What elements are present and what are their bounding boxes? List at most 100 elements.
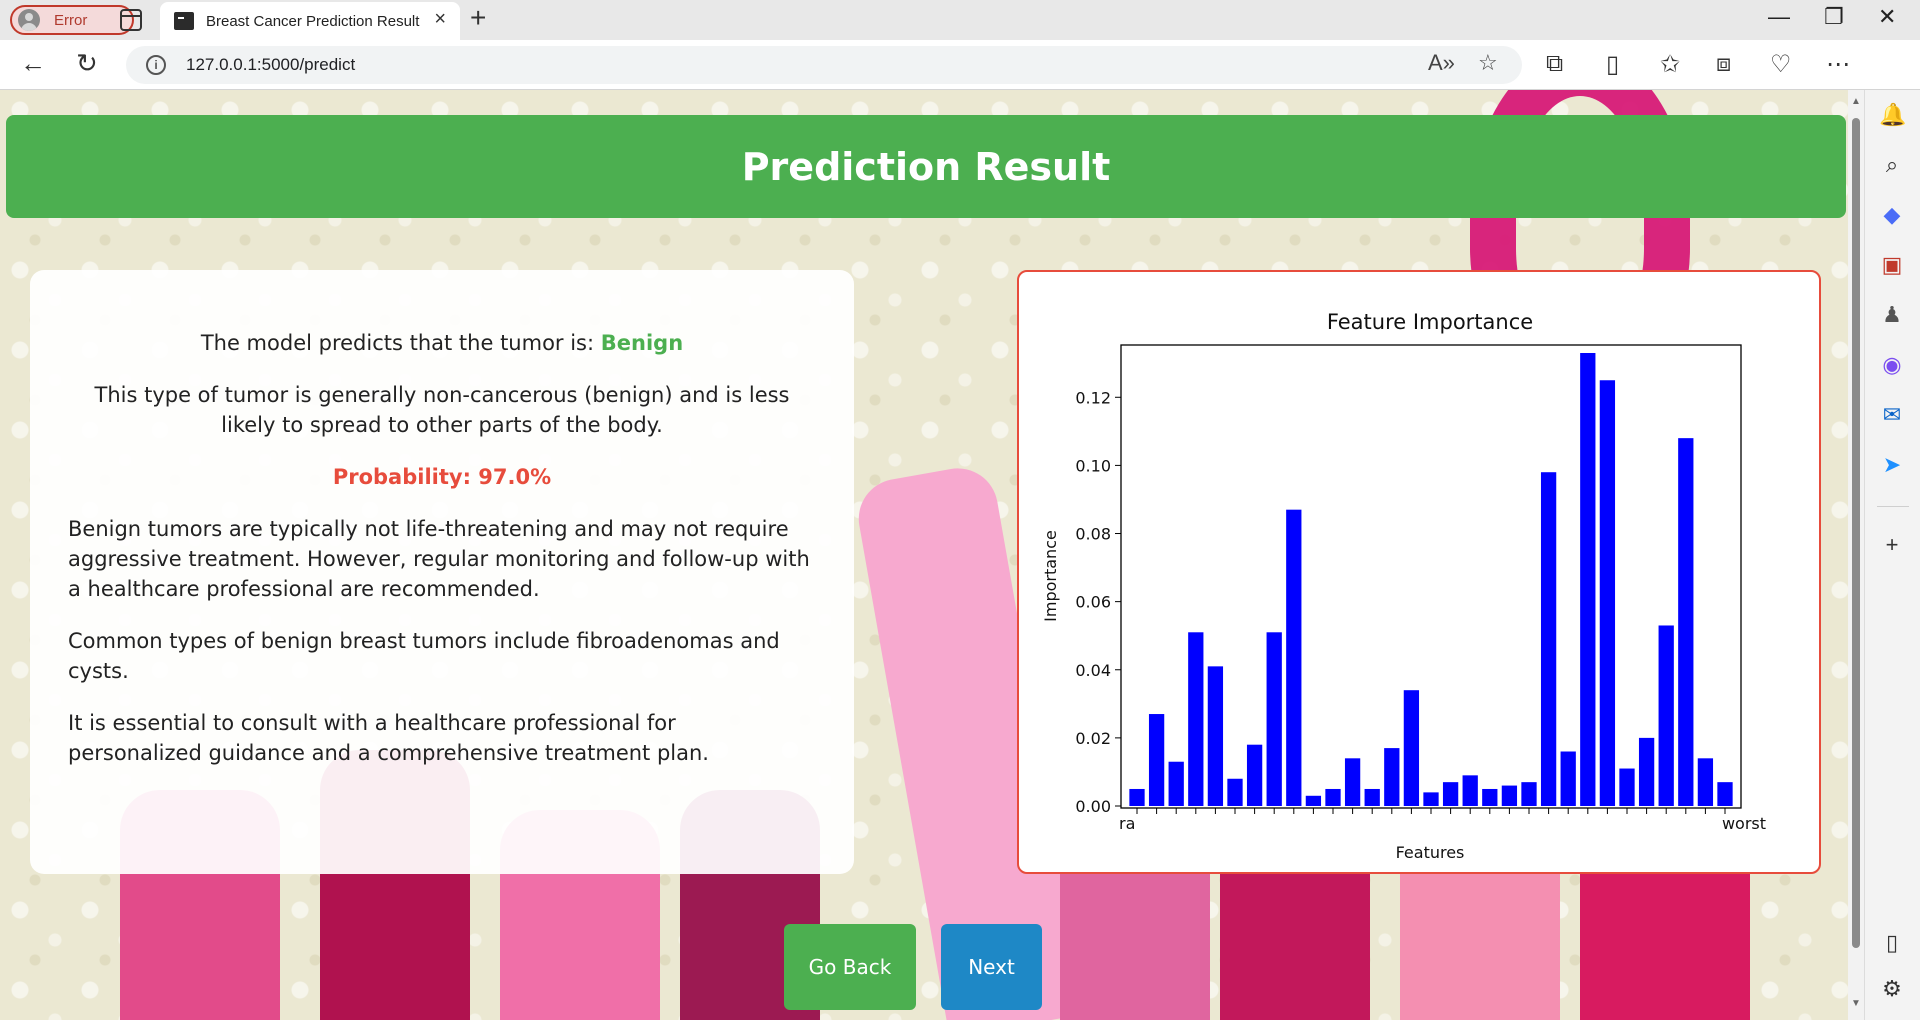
- tab-actions-icon[interactable]: [120, 9, 142, 31]
- y-tick-label: 0.10: [1075, 456, 1111, 475]
- bar: [1344, 758, 1361, 806]
- scroll-down-icon[interactable]: ▼: [1851, 998, 1861, 1009]
- split-screen-icon[interactable]: ▯: [1606, 51, 1620, 78]
- window-close-icon[interactable]: ✕: [1878, 4, 1897, 29]
- bar: [1364, 788, 1380, 806]
- browser-toolbar: ← ↻ i 127.0.0.1:5000/predict A» ☆ ⧉ ▯ ✩ …: [0, 40, 1920, 90]
- copilot-app-icon[interactable]: ◉: [1882, 352, 1902, 377]
- page-viewport: Prediction Result The model predicts tha…: [0, 90, 1848, 1020]
- y-tick-label: 0.00: [1075, 797, 1111, 816]
- bar: [1619, 768, 1635, 806]
- y-tick-label: 0.06: [1075, 593, 1111, 612]
- x-tick-label-first: ra: [1119, 814, 1135, 833]
- bar: [1129, 788, 1145, 806]
- sidebar-toggle-icon[interactable]: ▯: [1885, 930, 1899, 955]
- info-paragraph-3: It is essential to consult with a health…: [68, 711, 709, 765]
- tumor-type-description: This type of tumor is generally non-canc…: [94, 383, 790, 437]
- favorite-star-icon[interactable]: ☆: [1478, 50, 1498, 75]
- bar: [1501, 785, 1518, 806]
- send-icon[interactable]: ➤: [1882, 452, 1902, 477]
- bar: [1403, 690, 1420, 806]
- shopping-tag-icon[interactable]: ◆: [1883, 202, 1901, 227]
- profile-button[interactable]: Error: [10, 5, 134, 35]
- prediction-prefix: The model predicts that the tumor is:: [200, 331, 601, 355]
- bar: [1678, 438, 1694, 806]
- collections-icon[interactable]: ⧈: [1716, 50, 1732, 77]
- y-tick-label: 0.04: [1075, 661, 1111, 680]
- bar: [1717, 782, 1733, 806]
- bar: [1540, 472, 1557, 806]
- scroll-thumb[interactable]: [1852, 118, 1860, 948]
- page-title: Prediction Result: [741, 144, 1111, 189]
- browser-essentials-icon[interactable]: ♡: [1770, 51, 1792, 78]
- address-bar[interactable]: i 127.0.0.1:5000/predict A» ☆: [126, 46, 1522, 84]
- bar: [1325, 788, 1341, 806]
- scroll-up-icon[interactable]: ▲: [1851, 96, 1861, 107]
- read-aloud-icon[interactable]: A»: [1428, 50, 1455, 75]
- bar: [1168, 761, 1184, 806]
- browser-tab-bar: Error Breast Cancer Prediction Result × …: [0, 0, 1920, 40]
- prediction-value: Benign: [600, 331, 684, 355]
- notifications-bell-icon[interactable]: 🔔: [1879, 102, 1907, 127]
- bar: [1638, 737, 1655, 806]
- y-tick-label: 0.08: [1075, 525, 1111, 544]
- bar: [1697, 758, 1714, 806]
- tab-close-icon[interactable]: ×: [434, 8, 446, 30]
- bar: [1442, 782, 1459, 806]
- more-menu-icon[interactable]: ⋯: [1826, 51, 1850, 78]
- minimize-icon[interactable]: —: [1768, 4, 1790, 29]
- prediction-line: The model predicts that the tumor is: Be…: [68, 328, 816, 358]
- feature-importance-chart-card: Feature Importance 0.00 0.02 0.04 0.06 0.08 0…: [1017, 270, 1821, 874]
- extensions-icon[interactable]: ⧉: [1546, 50, 1564, 77]
- bar: [1305, 795, 1322, 806]
- bar: [1599, 380, 1616, 806]
- tab-active[interactable]: Breast Cancer Prediction Result ×: [160, 2, 460, 40]
- search-icon[interactable]: ⌕: [1885, 152, 1899, 177]
- bar: [1423, 792, 1439, 806]
- y-axis-label: Importance: [1041, 530, 1060, 622]
- info-paragraph-1: Benign tumors are typically not life-thr…: [68, 517, 810, 601]
- bar: [1207, 666, 1224, 806]
- settings-gear-icon[interactable]: ⚙: [1882, 976, 1902, 1001]
- bar: [1384, 748, 1400, 806]
- bar: [1266, 632, 1282, 806]
- bar: [1462, 775, 1478, 806]
- probability-text: Probability: 97.0%: [332, 465, 552, 489]
- x-axis-label: Features: [1396, 843, 1465, 862]
- refresh-icon[interactable]: ↻: [76, 48, 98, 78]
- profile-avatar-icon: [18, 9, 40, 31]
- tab-title: Breast Cancer Prediction Result: [206, 12, 420, 30]
- edge-sidebar: 🔔 ⌕ ◆ ▣ ♟ ◉ ✉ ➤ + ▯ ⚙: [1864, 90, 1920, 1020]
- bar: [1148, 714, 1165, 806]
- bar: [1580, 353, 1596, 806]
- feature-importance-chart: Feature Importance 0.00 0.02 0.04 0.06 0.08 0…: [1041, 310, 1766, 862]
- games-icon[interactable]: ♟: [1882, 302, 1902, 327]
- tools-briefcase-icon[interactable]: ▣: [1881, 252, 1903, 277]
- result-card: The model predicts that the tumor is: Be…: [30, 270, 854, 874]
- maximize-icon[interactable]: ❐: [1824, 4, 1844, 29]
- profile-label: Error: [54, 11, 88, 29]
- favorites-icon[interactable]: ✩: [1660, 51, 1681, 78]
- back-arrow-icon[interactable]: ←: [20, 48, 46, 78]
- y-tick-label: 0.12: [1075, 388, 1111, 407]
- bar: [1560, 751, 1576, 806]
- add-app-icon[interactable]: +: [1885, 532, 1899, 557]
- sidebar-separator: [1877, 506, 1909, 507]
- info-paragraph-2: Common types of benign breast tumors inc…: [68, 629, 780, 683]
- chart-title: Feature Importance: [1327, 310, 1533, 334]
- bar: [1482, 788, 1498, 806]
- bar: [1658, 625, 1674, 806]
- go-back-button[interactable]: Go Back: [784, 924, 916, 1010]
- new-tab-icon[interactable]: +: [470, 2, 487, 33]
- bar: [1246, 744, 1263, 806]
- y-tick-label: 0.02: [1075, 729, 1111, 748]
- terminal-favicon-icon: [174, 12, 194, 30]
- next-button[interactable]: Next: [941, 924, 1042, 1010]
- outlook-icon[interactable]: ✉: [1882, 402, 1902, 427]
- page-header: Prediction Result: [6, 115, 1846, 218]
- bar: [1521, 782, 1537, 806]
- site-info-icon[interactable]: i: [146, 55, 166, 75]
- page-scrollbar[interactable]: ▲ ▼: [1848, 90, 1864, 1020]
- bar: [1286, 509, 1302, 806]
- x-tick-label-last: worst: [1722, 814, 1766, 833]
